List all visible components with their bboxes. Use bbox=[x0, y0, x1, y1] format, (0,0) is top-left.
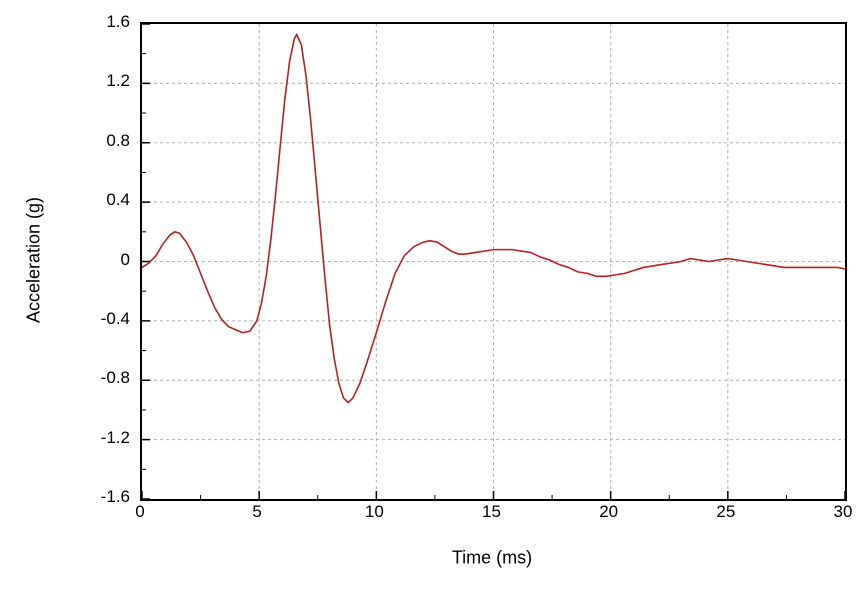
y-tick-label: -1.2 bbox=[100, 427, 130, 447]
y-tick-label: -0.8 bbox=[100, 368, 130, 388]
x-tick-label: 30 bbox=[833, 502, 853, 521]
x-tick-label: 20 bbox=[599, 502, 619, 521]
y-axis-title: Acceleration (g) bbox=[23, 196, 44, 324]
y-tick-label: 1.2 bbox=[106, 71, 130, 91]
y-tick-label: 0.8 bbox=[106, 130, 130, 150]
x-tick-label: 10 bbox=[364, 502, 384, 521]
x-axis-title: Time (ms) bbox=[451, 547, 533, 568]
y-tick-label: 1.6 bbox=[106, 12, 130, 31]
x-tick-label: 0 bbox=[135, 502, 145, 521]
y-tick-label: 0.4 bbox=[106, 190, 130, 210]
acceleration-curve bbox=[142, 33, 845, 404]
x-tick-label: 15 bbox=[482, 502, 501, 521]
y-tick-label: -0.4 bbox=[100, 308, 130, 328]
y-tick-label: -1.6 bbox=[100, 487, 130, 506]
x-tick-label: 5 bbox=[252, 502, 262, 521]
y-tick-label: 0 bbox=[120, 249, 130, 269]
plot-area bbox=[140, 22, 847, 501]
x-tick-label: 25 bbox=[716, 502, 736, 521]
